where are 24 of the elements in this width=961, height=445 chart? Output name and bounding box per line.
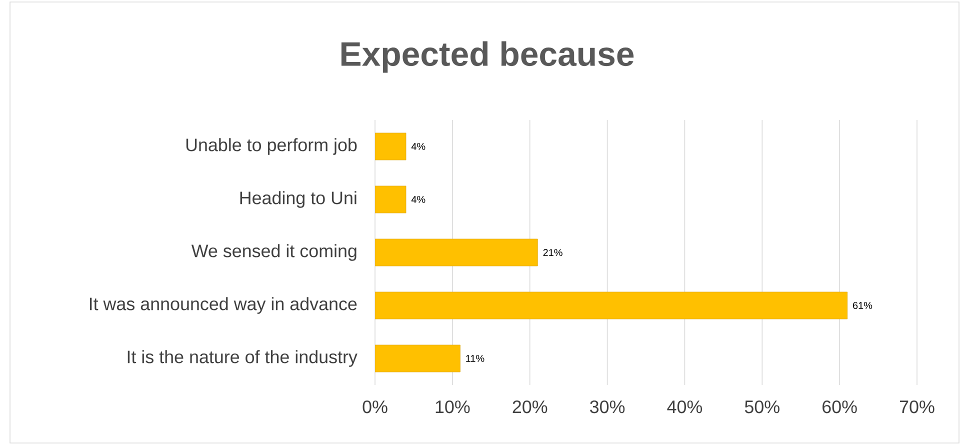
y-tick-label: Unable to perform job bbox=[186, 138, 357, 155]
x-tick-label: 70% bbox=[900, 400, 934, 414]
bar bbox=[375, 292, 848, 320]
bar bbox=[375, 186, 406, 214]
data-label: 61% bbox=[853, 302, 872, 310]
x-tick-label: 10% bbox=[436, 400, 470, 414]
data-label: 4% bbox=[411, 142, 426, 150]
chart-title: Expected because bbox=[341, 41, 634, 73]
data-label: 4% bbox=[411, 196, 426, 203]
bar bbox=[375, 132, 406, 160]
y-tick-label: We sensed it coming bbox=[191, 244, 356, 261]
x-tick-label: 20% bbox=[512, 400, 548, 414]
x-tick-label: 60% bbox=[822, 400, 857, 414]
y-tick-label: It is the nature of the industry bbox=[128, 350, 358, 367]
bar bbox=[375, 344, 460, 372]
x-tick-label: 0% bbox=[362, 400, 388, 414]
y-tick-label: Heading to Uni bbox=[240, 191, 356, 208]
x-tick-label: 40% bbox=[667, 400, 702, 414]
x-tick-label: 50% bbox=[744, 400, 780, 414]
data-label: 11% bbox=[466, 354, 484, 362]
data-label: 21% bbox=[543, 248, 562, 256]
bar bbox=[375, 238, 538, 266]
x-tick-label: 30% bbox=[590, 400, 625, 414]
y-tick-label: It was announced way in advance bbox=[90, 297, 357, 314]
